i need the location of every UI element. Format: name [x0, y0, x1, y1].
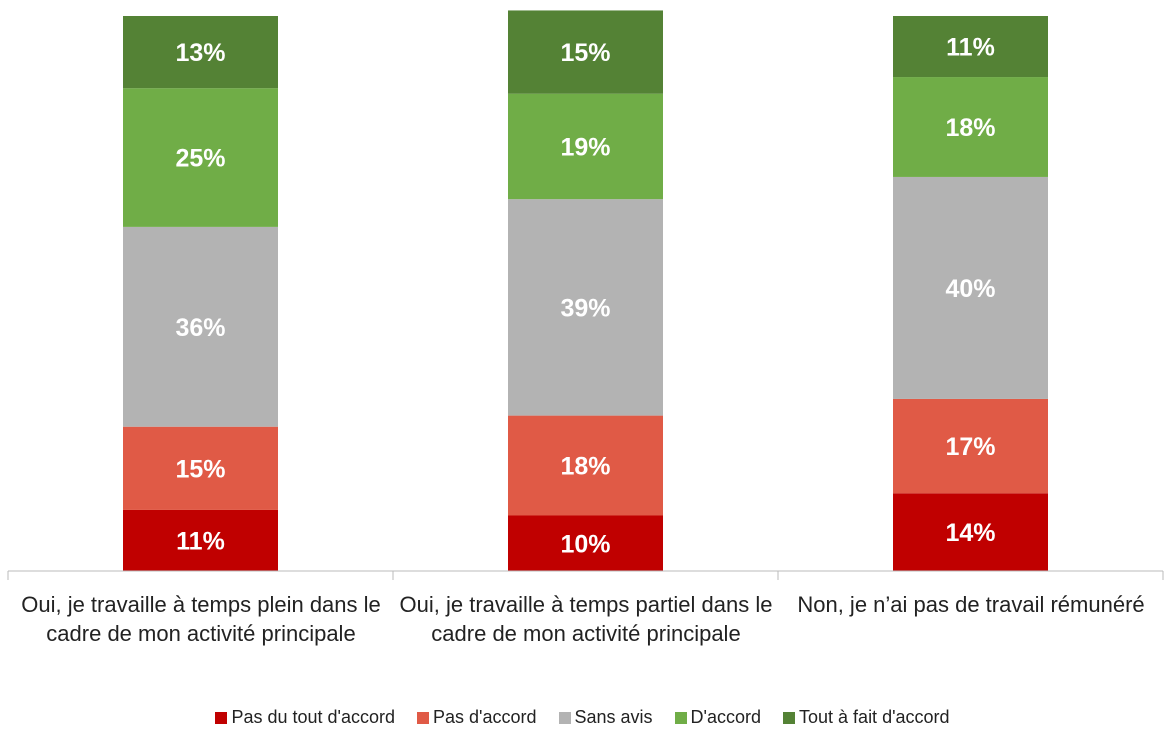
data-label: 36%	[175, 314, 225, 342]
bar-segment	[123, 226, 278, 427]
bar-segment	[508, 415, 663, 516]
bar-segment	[893, 398, 1048, 494]
bar-segment	[508, 93, 663, 200]
legend-item: Pas d'accord	[417, 707, 537, 728]
data-label: 25%	[175, 145, 225, 173]
legend-swatch	[215, 711, 228, 724]
data-label: 18%	[560, 453, 610, 481]
data-label: 17%	[945, 433, 995, 461]
legend-swatch	[417, 711, 429, 724]
bar-segment	[123, 16, 278, 89]
x-tick-label: Oui, je travaille à temps plein dans le …	[21, 592, 381, 646]
data-label: 40%	[945, 275, 995, 303]
legend-label: Tout à fait d'accord	[799, 707, 950, 727]
legend-swatch	[674, 711, 687, 724]
chart: 11% 15% 36% 25% 13% 10% 18% 39% 19% 15% 14% 17% 40% 1…	[7, 10, 1164, 580]
bar-segment	[893, 16, 1048, 78]
data-label: 39%	[560, 294, 610, 322]
legend-label: D'accord	[690, 707, 762, 727]
legend-item: Pas du tout d'accord	[215, 707, 395, 728]
legend-label: Pas d'accord	[433, 707, 537, 727]
bar-segment	[123, 426, 278, 510]
data-label: 18%	[945, 114, 995, 142]
bar-segment	[508, 515, 663, 571]
x-tick-label: Non, je n’ai pas de travail rémunéré	[797, 592, 1145, 617]
data-label: 13%	[175, 39, 225, 67]
data-label: 19%	[560, 133, 610, 161]
data-label: 15%	[560, 39, 610, 67]
bar-segment	[508, 10, 663, 94]
data-label: 15%	[175, 455, 225, 483]
bar-segment	[893, 77, 1048, 177]
bar-segment	[508, 199, 663, 416]
legend-item: Sans avis	[558, 707, 653, 728]
data-label: 11%	[176, 527, 225, 555]
bar-segment	[893, 176, 1048, 399]
x-tick-label: Oui, je travaille à temps partiel dans l…	[399, 592, 773, 646]
bar-segment	[123, 509, 278, 571]
legend-swatch	[558, 711, 571, 724]
bar-segment	[123, 88, 278, 227]
legend-item: D'accord	[674, 707, 762, 728]
legend-swatch	[783, 711, 796, 724]
data-label: 14%	[945, 519, 995, 547]
data-label: 10%	[560, 530, 610, 558]
legend: Pas du tout d'accord Pas d'accord Sans avi…	[0, 707, 1165, 728]
legend-label: Sans avis	[574, 707, 653, 727]
data-label: 11%	[946, 34, 995, 62]
bar-segment	[893, 493, 1048, 571]
legend-item: Tout à fait d'accord	[783, 707, 950, 728]
legend-label: Pas du tout d'accord	[231, 707, 395, 727]
